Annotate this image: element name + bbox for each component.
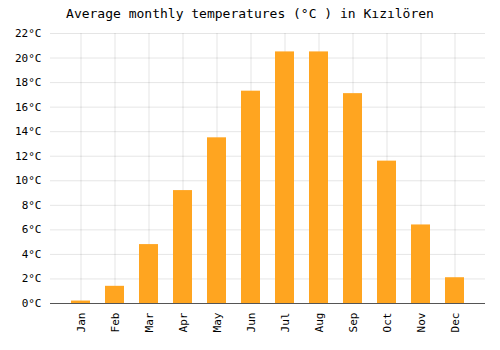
svg-text:0°C: 0°C xyxy=(22,297,42,310)
svg-text:6°C: 6°C xyxy=(22,223,42,236)
svg-text:Jul: Jul xyxy=(279,313,292,333)
svg-text:12°C: 12°C xyxy=(15,150,42,163)
svg-text:16°C: 16°C xyxy=(15,101,42,114)
svg-text:8°C: 8°C xyxy=(22,199,42,212)
svg-text:20°C: 20°C xyxy=(15,52,42,65)
svg-text:Feb: Feb xyxy=(109,313,122,333)
svg-text:Apr: Apr xyxy=(177,312,190,332)
svg-text:Aug: Aug xyxy=(313,313,326,333)
svg-text:May: May xyxy=(211,312,224,332)
svg-text:Nov: Nov xyxy=(415,312,428,332)
svg-text:Dec: Dec xyxy=(449,313,462,333)
svg-text:4°C: 4°C xyxy=(22,248,42,261)
svg-text:Mar: Mar xyxy=(143,312,156,332)
svg-text:22°C: 22°C xyxy=(15,27,42,40)
svg-text:Jun: Jun xyxy=(245,313,258,333)
svg-text:10°C: 10°C xyxy=(15,174,42,187)
svg-text:14°C: 14°C xyxy=(15,125,42,138)
svg-text:18°C: 18°C xyxy=(15,76,42,89)
svg-text:Jan: Jan xyxy=(75,313,88,333)
svg-text:Oct: Oct xyxy=(381,313,394,333)
svg-text:Sep: Sep xyxy=(347,313,360,333)
svg-text:2°C: 2°C xyxy=(22,272,42,285)
html-text:Average monthly temperatures (: Average monthly temperatures (°C ) in Kı… xyxy=(66,6,434,21)
